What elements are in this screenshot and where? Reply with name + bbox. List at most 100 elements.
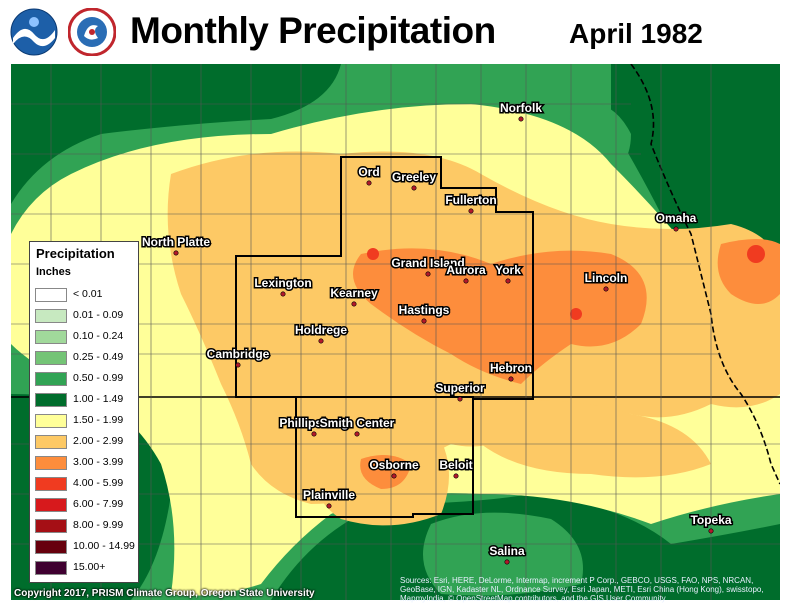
legend-item: 2.00 - 2.99 bbox=[35, 434, 135, 450]
map-date: April 1982 bbox=[569, 18, 703, 49]
city-markers: Norfolk Ord Greeley Fullerton Omaha North Pla… bbox=[140, 100, 733, 565]
city-label: Plainville bbox=[303, 488, 355, 502]
city-marker-icon bbox=[518, 116, 524, 122]
city-label: York bbox=[495, 263, 521, 277]
legend-swatch bbox=[35, 288, 67, 302]
city-label: North Platte bbox=[142, 235, 210, 249]
legend-item: 0.50 - 0.99 bbox=[35, 371, 135, 387]
city-marker-icon bbox=[457, 396, 463, 402]
city-label: Smith Center bbox=[320, 416, 395, 430]
city-label: Grand Island bbox=[391, 256, 464, 270]
legend-swatch bbox=[35, 435, 67, 449]
legend-item: 3.00 - 3.99 bbox=[35, 455, 135, 471]
legend-label: 0.10 - 0.24 bbox=[73, 330, 124, 342]
city-marker-icon bbox=[463, 278, 469, 284]
city-marker-icon bbox=[354, 431, 360, 437]
legend-swatch bbox=[35, 498, 67, 512]
legend-item: 15.00+ bbox=[35, 560, 135, 576]
copyright-text: Copyright 2017, PRISM Climate Group, Ore… bbox=[14, 588, 315, 599]
city-marker-icon bbox=[173, 250, 179, 256]
legend-item: 4.00 - 5.99 bbox=[35, 476, 135, 492]
legend-item: 1.50 - 1.99 bbox=[35, 413, 135, 429]
legend-item: < 0.01 bbox=[35, 287, 135, 303]
legend-swatch bbox=[35, 351, 67, 365]
city-marker-icon bbox=[505, 278, 511, 284]
city-label: Aurora bbox=[446, 263, 486, 277]
legend-units: Inches bbox=[36, 266, 71, 278]
city-label: Omaha bbox=[656, 211, 697, 225]
city-marker-icon bbox=[425, 271, 431, 277]
legend-item: 1.00 - 1.49 bbox=[35, 392, 135, 408]
legend-swatch bbox=[35, 309, 67, 323]
legend-item: 10.00 - 14.99 bbox=[35, 539, 135, 555]
legend-swatch bbox=[35, 561, 67, 575]
city-label: Cambridge bbox=[207, 347, 270, 361]
city-label: Hebron bbox=[490, 361, 532, 375]
city-marker-icon bbox=[235, 362, 241, 368]
city-marker-icon bbox=[311, 431, 317, 437]
legend-label: 0.25 - 0.49 bbox=[73, 351, 124, 363]
city-marker-icon bbox=[453, 473, 459, 479]
city-label: Salina bbox=[489, 544, 525, 558]
legend-swatch bbox=[35, 519, 67, 533]
city-marker-icon bbox=[318, 338, 324, 344]
legend-label: 6.00 - 7.99 bbox=[73, 498, 124, 510]
city-label: Ord bbox=[358, 165, 379, 179]
city-label: Lincoln bbox=[585, 271, 628, 285]
legend-label: 1.00 - 1.49 bbox=[73, 393, 124, 405]
legend-item: 8.00 - 9.99 bbox=[35, 518, 135, 534]
city-label: Lexington bbox=[254, 276, 311, 290]
header: Monthly Precipitation April 1982 bbox=[0, 0, 792, 64]
city-marker-icon bbox=[504, 559, 510, 565]
city-label: Fullerton bbox=[445, 193, 496, 207]
legend-label: 10.00 - 14.99 bbox=[73, 540, 135, 552]
legend-swatch bbox=[35, 372, 67, 386]
city-label: Kearney bbox=[330, 286, 378, 300]
city-label: Holdrege bbox=[295, 323, 347, 337]
city-marker-icon bbox=[603, 286, 609, 292]
legend-label: 2.00 - 2.99 bbox=[73, 435, 124, 447]
legend-label: 8.00 - 9.99 bbox=[73, 519, 124, 531]
city-marker-icon bbox=[366, 180, 372, 186]
legend-item: 0.01 - 0.09 bbox=[35, 308, 135, 324]
city-marker-icon bbox=[326, 503, 332, 509]
city-label: Topeka bbox=[690, 513, 731, 527]
city-label: Norfolk bbox=[500, 101, 542, 115]
city-label: Greeley bbox=[392, 170, 436, 184]
legend-label: 0.01 - 0.09 bbox=[73, 309, 124, 321]
city-marker-icon bbox=[673, 226, 679, 232]
legend-swatch bbox=[35, 477, 67, 491]
legend-item: 6.00 - 7.99 bbox=[35, 497, 135, 513]
city-marker-icon bbox=[421, 318, 427, 324]
city-marker-icon bbox=[468, 208, 474, 214]
focus-region-outline bbox=[235, 156, 534, 518]
page-title: Monthly Precipitation bbox=[130, 10, 496, 51]
river-border bbox=[630, 64, 780, 485]
city-label: Osborne bbox=[369, 458, 419, 472]
legend-swatch bbox=[35, 393, 67, 407]
legend-item: 0.10 - 0.24 bbox=[35, 329, 135, 345]
city-label: Beloit bbox=[439, 458, 472, 472]
noaa-logo bbox=[10, 8, 58, 56]
legend-swatch bbox=[35, 330, 67, 344]
legend-swatch bbox=[35, 456, 67, 470]
city-marker-icon bbox=[708, 528, 714, 534]
city-label: Superior bbox=[435, 381, 485, 395]
city-label: Hastings bbox=[399, 303, 450, 317]
legend-label: 1.50 - 1.99 bbox=[73, 414, 124, 426]
legend-swatch bbox=[35, 540, 67, 554]
city-label: Phillipsburg bbox=[279, 416, 348, 430]
city-marker-icon bbox=[391, 473, 397, 479]
legend-label: 3.00 - 3.99 bbox=[73, 456, 124, 468]
city-marker-icon bbox=[508, 376, 514, 382]
city-marker-icon bbox=[351, 301, 357, 307]
national-weather-service-logo bbox=[67, 7, 117, 57]
city-marker-icon bbox=[280, 291, 286, 297]
legend: Precipitation Inches < 0.01 0.01 - 0.09 0.… bbox=[29, 241, 139, 583]
legend-title: Precipitation bbox=[36, 246, 115, 261]
legend-item: 0.25 - 0.49 bbox=[35, 350, 135, 366]
legend-label: 15.00+ bbox=[73, 561, 106, 573]
map-credits: Sources: Esri, HERE, DeLorme, Intermap, … bbox=[400, 576, 764, 603]
legend-label: < 0.01 bbox=[73, 288, 103, 300]
legend-label: 4.00 - 5.99 bbox=[73, 477, 124, 489]
